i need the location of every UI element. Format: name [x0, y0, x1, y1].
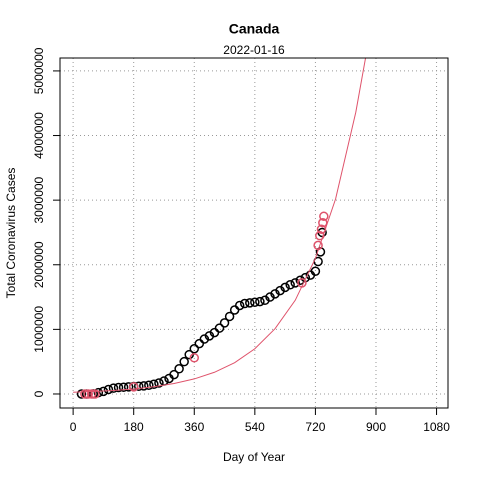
- chart-subtitle: 2022-01-16: [223, 43, 285, 57]
- point: [315, 230, 325, 241]
- y-axis-label: Total Coronavirus Cases: [4, 168, 18, 299]
- point: [310, 266, 321, 276]
- point: [250, 297, 260, 307]
- point: [90, 389, 100, 399]
- point: [113, 382, 124, 393]
- point: [149, 379, 159, 390]
- point: [154, 378, 164, 388]
- point: [280, 282, 290, 293]
- point: [255, 296, 265, 307]
- point: [224, 311, 235, 322]
- y-tick-label: 5000000: [32, 47, 46, 94]
- point: [315, 247, 326, 257]
- point: [285, 280, 295, 290]
- plot-frame: [59, 57, 449, 409]
- x-tick-label: 0: [70, 420, 77, 434]
- axes: 0 180 360 540 720 900 1080 0 1000000 2000000 30000…: [32, 47, 450, 434]
- point: [189, 344, 200, 354]
- point: [179, 356, 189, 367]
- chart-title: Canada: [229, 21, 280, 37]
- grid: [60, 58, 448, 408]
- y-tick-label: 1000000: [32, 306, 46, 353]
- point: [219, 318, 230, 328]
- point: [174, 364, 184, 374]
- point: [103, 384, 114, 395]
- point: [169, 369, 179, 380]
- point: [133, 381, 144, 391]
- point: [234, 300, 245, 311]
- point: [319, 211, 329, 222]
- point: [83, 389, 94, 399]
- y-tick-label: 4000000: [32, 112, 46, 159]
- point: [144, 380, 154, 391]
- point: [139, 381, 149, 391]
- point: [76, 389, 87, 399]
- x-tick-label: 720: [305, 420, 325, 434]
- x-tick-label: 360: [184, 420, 204, 434]
- point: [189, 353, 200, 363]
- x-tick-label: 540: [245, 420, 265, 434]
- plot-marks: [73, 58, 367, 399]
- x-tick-label: 1080: [423, 420, 450, 434]
- point: [108, 383, 119, 393]
- point: [318, 218, 328, 228]
- point: [123, 382, 134, 392]
- x-axis-label: Day of Year: [223, 450, 285, 464]
- y-tick-label: 3000000: [32, 176, 46, 223]
- x-tick-label: 180: [124, 420, 144, 434]
- point: [239, 298, 250, 309]
- point: [86, 389, 97, 399]
- point: [118, 382, 129, 392]
- y-tick-label: 2000000: [32, 241, 46, 288]
- point: [290, 278, 300, 288]
- point: [128, 382, 139, 392]
- point: [80, 389, 90, 399]
- y-tick-label: 0: [32, 390, 46, 397]
- x-tick-label: 900: [366, 420, 386, 434]
- fit-line: [73, 58, 367, 393]
- point: [214, 323, 225, 333]
- point: [245, 298, 255, 308]
